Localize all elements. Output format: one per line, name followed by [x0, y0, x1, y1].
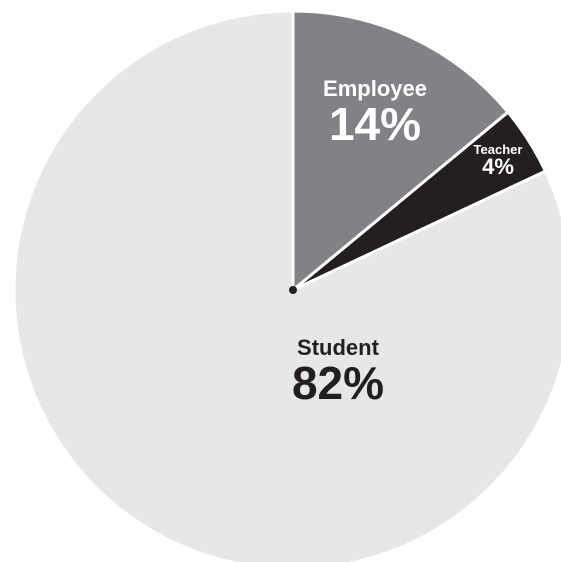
pie-slice-student [12, 9, 561, 562]
slice-value-teacher: 4% [482, 154, 514, 179]
slice-label-student: Student [297, 335, 380, 360]
slice-label-employee: Employee [323, 76, 427, 101]
slice-label-teacher: Teacher [474, 142, 523, 157]
slices-layer [12, 9, 561, 562]
slice-value-employee: 14% [329, 98, 421, 150]
slice-value-student: 82% [292, 357, 384, 409]
center-dot [289, 286, 297, 294]
pie-slice-employee [291, 9, 510, 292]
